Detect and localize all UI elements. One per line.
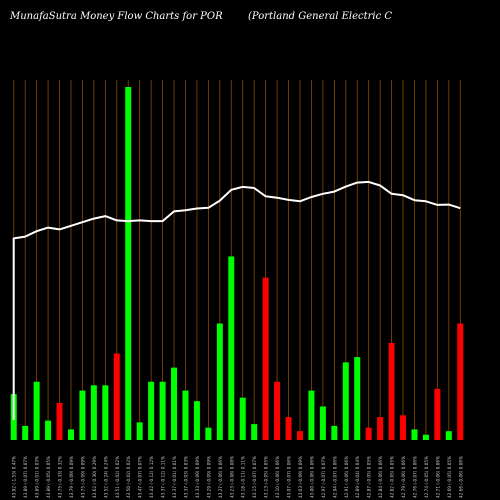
x-tick-label: 43.23 (-0.08) 0.08% [229, 456, 234, 498]
money-flow-bar [193, 401, 200, 440]
x-tick-label: 43.03 (-0.09) 0.09% [298, 456, 303, 498]
x-tick-label: 43.92 (-1.53) 0.47% [12, 456, 17, 498]
money-flow-bar [262, 277, 269, 440]
money-flow-bar [457, 323, 464, 440]
money-flow-bar [125, 87, 132, 440]
money-flow-bar [445, 431, 452, 440]
money-flow-bar [296, 431, 303, 440]
x-tick-label: 43.47 (-0.07) 0.07% [138, 456, 143, 498]
money-flow-bar [400, 415, 407, 440]
x-tick-label: 42.71 (-0.06) 0.06% [435, 456, 440, 498]
x-tick-label: 42.76 (-0.07) 0.06% [412, 456, 417, 498]
money-flow-bar [102, 385, 109, 440]
x-tick-label: 43.37 (-0.01) 0.01% [172, 456, 177, 498]
x-tick-label: 43.75 (-0.09) 0.09% [80, 456, 85, 498]
x-tick-label: 43.79 (-0.09) 0.09% [69, 456, 74, 498]
money-flow-bar [319, 406, 326, 440]
price-line [12, 180, 461, 420]
money-flow-bar [182, 390, 189, 440]
x-tick-label: 43.10 (-0.06) 0.06% [275, 456, 280, 498]
money-flow-bar [354, 357, 361, 440]
money-flow-bar [365, 427, 372, 440]
money-flow-bar [136, 422, 143, 440]
money-flow-bar [159, 381, 166, 440]
money-flow-bar [33, 381, 40, 440]
x-tick-label: 43.27 (-0.06) 0.06% [218, 456, 223, 498]
money-flow-bar [90, 385, 97, 440]
money-flow-bar [377, 417, 384, 440]
x-tick-label: 43.62 (-0.30) 0.29% [92, 456, 97, 498]
money-flow-bar [171, 367, 178, 440]
money-flow-bar [216, 323, 223, 440]
money-flow-bar [342, 362, 349, 440]
x-tick-label: 43.07 (-0.07) 0.06% [287, 456, 292, 498]
money-flow-bar [274, 381, 281, 440]
money-flow-bar [228, 256, 235, 440]
money-flow-bar [79, 390, 86, 440]
x-tick-label: 43.37 (-0.03) 0.03% [183, 456, 188, 498]
x-tick-label: 43.89 (-0.07) 0.07% [23, 456, 28, 498]
chart-subtitle: (Portland General Electric C [248, 11, 393, 22]
money-flow-bar [148, 381, 155, 440]
x-tick-label: 42.91 (-0.06) 0.06% [344, 456, 349, 498]
money-flow-bar [388, 342, 395, 440]
x-tick-label: 43.13 (-0.05) 0.05% [264, 456, 269, 498]
x-tick-label: 43.33 (-0.09) 0.09% [195, 456, 200, 498]
money-flow-bar [308, 390, 315, 440]
x-tick-label: 42.74 (-0.05) 0.05% [424, 456, 429, 498]
x-tick-label: 42.89 (-0.04) 0.04% [355, 456, 360, 498]
x-tick-label: 42.84 (-0.06) 0.06% [378, 456, 383, 498]
money-flow-bar [422, 434, 429, 440]
money-flow-bar [239, 397, 246, 440]
x-tick-label: 42.97 (-0.07) 0.07% [321, 456, 326, 498]
x-tick-label: 42.94 (-0.07) 0.06% [332, 456, 337, 498]
x-tick-label: 43.75 (-0.33) 0.32% [58, 456, 63, 498]
money-flow-bar [251, 424, 258, 440]
money-flow-bar [434, 388, 441, 440]
x-tick-label: 43.89 (-0.05) 0.05% [46, 456, 51, 498]
money-flow-bar [331, 425, 338, 440]
money-flow-bar [22, 425, 29, 440]
x-tick-label: 43.18 (-0.11) 0.11% [241, 456, 246, 498]
x-tick-label: 43.89 (-0.01) 0.03% [35, 456, 40, 498]
x-tick-label: 42.87 (-0.05) 0.05% [367, 456, 372, 498]
money-flow-bar [113, 353, 120, 440]
x-tick-label: 43.42 (-0.12) 0.12% [149, 456, 154, 498]
money-flow-bar [411, 429, 418, 440]
money-flow-bar [45, 420, 52, 440]
x-tick-label: 43.51 (-0.02) 0.02% [115, 456, 120, 498]
x-tick-label: 43.37 (-0.12) 0.11% [161, 456, 166, 498]
x-tick-label: 43.15 (-0.07) 0.07% [252, 456, 257, 498]
x-tick-label: 43.52 (-0.24) 0.24% [103, 456, 108, 498]
x-tick-label: 43.50 (-0.02) 0.02% [126, 456, 131, 498]
money-flow-bar [56, 402, 63, 440]
money-flow-bar [285, 417, 292, 440]
chart-title: MunafaSutra Money Flow Charts for POR [10, 11, 223, 22]
x-tick-label: 43.29 (-0.09) 0.09% [206, 456, 211, 498]
x-tick-label: 42.66 (-0.06) 0.06% [458, 456, 463, 498]
x-tick-label: 43.00 (-0.06) 0.06% [309, 456, 314, 498]
money-flow-bar [205, 427, 212, 440]
x-tick-label: 42.69 (-0.05) 0.05% [447, 456, 452, 498]
x-tick-label: 42.79 (-0.06) 0.06% [401, 456, 406, 498]
x-tick-label: 42.82 (-0.05) 0.05% [390, 456, 395, 498]
money-flow-bar [67, 429, 74, 440]
